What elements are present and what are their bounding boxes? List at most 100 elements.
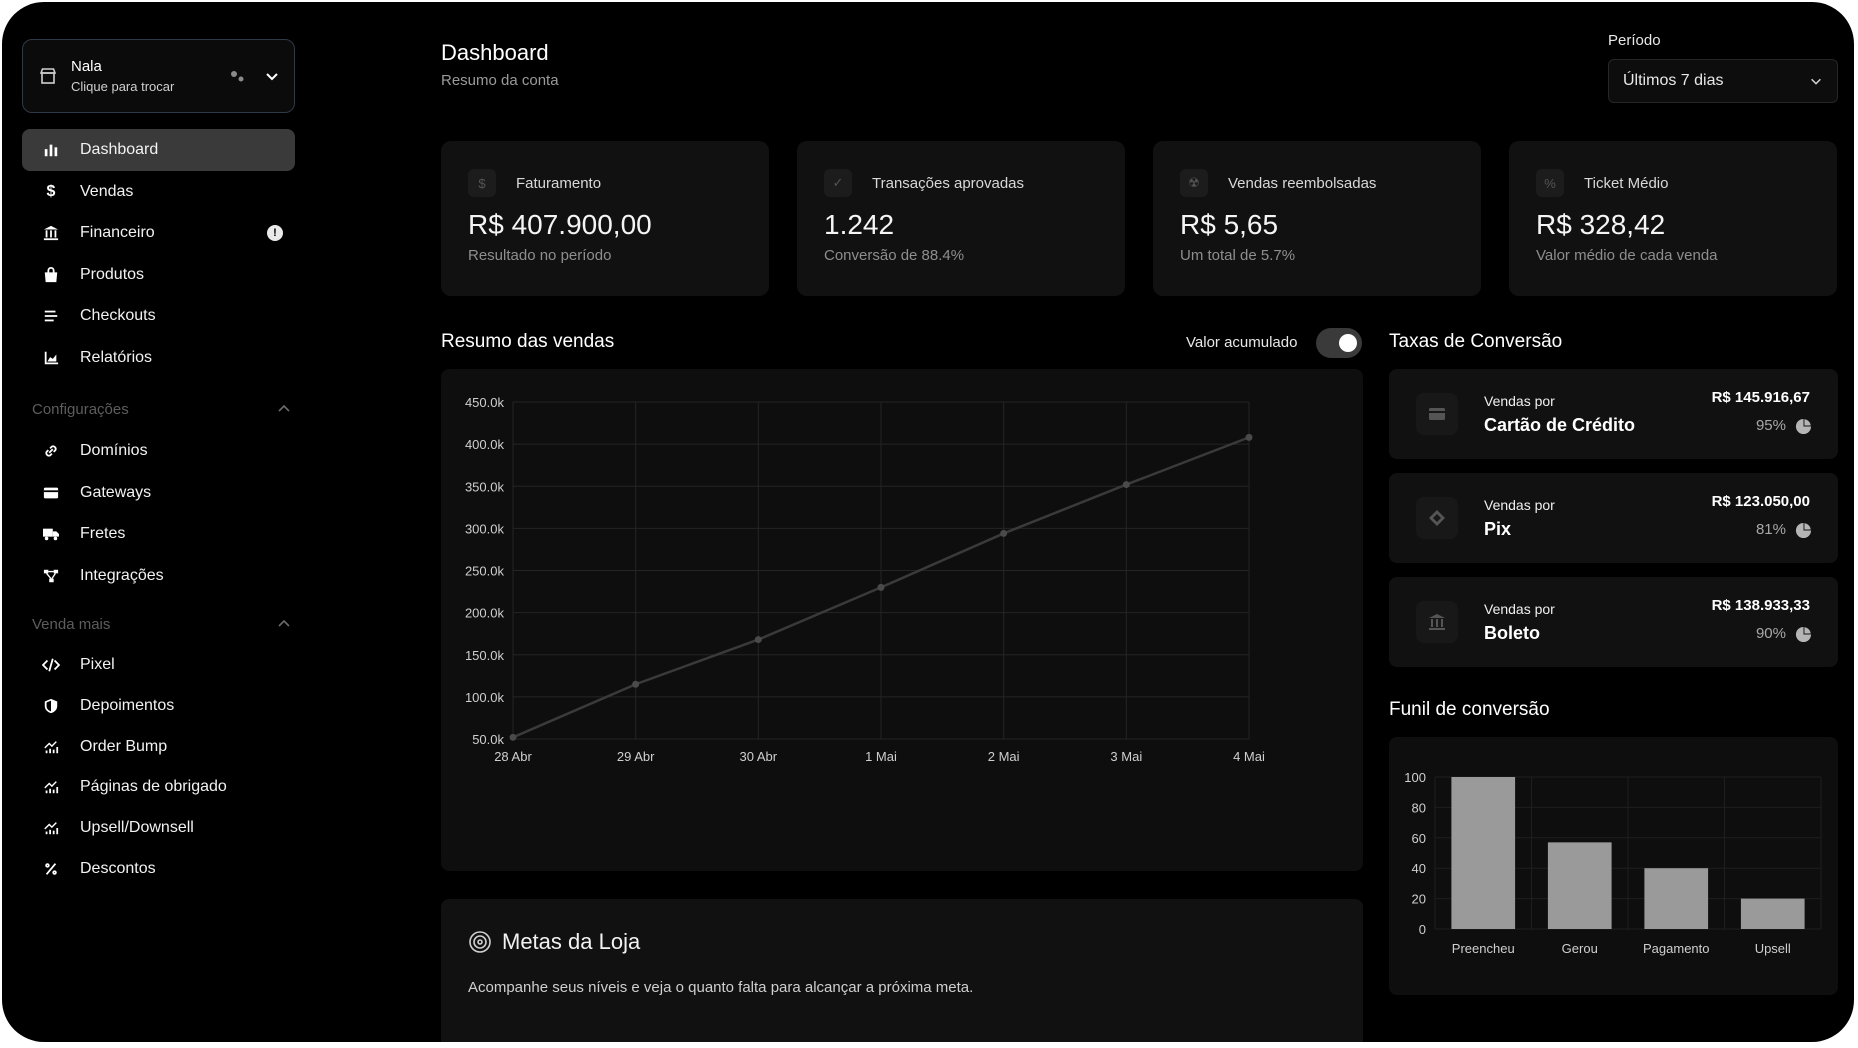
conversion-method: Boleto <box>1484 623 1540 643</box>
stat-value: R$ 407.900,00 <box>468 209 652 240</box>
y-tick-label: 20 <box>1412 892 1426 907</box>
y-tick-label: 150.0k <box>465 648 505 663</box>
y-tick-label: 350.0k <box>465 479 505 494</box>
sidebar-item-label: Pixel <box>80 656 115 673</box>
stat-head: $ Faturamento <box>468 169 769 197</box>
conversion-amount: R$ 138.933,33 <box>1711 597 1810 614</box>
sidebar-item-label: Depoimentos <box>80 696 175 714</box>
y-tick-label: 100.0k <box>465 690 505 705</box>
x-tick-label: 30 Abr <box>740 749 778 764</box>
shield-icon <box>42 697 60 715</box>
stat-card: ✓ Transações aprovadas 1.242 Conversão de 8… <box>797 141 1125 296</box>
percent-icon <box>42 860 60 878</box>
stat-head: ✓ Transações aprovadas <box>824 169 1125 197</box>
x-tick-label: 3 Mai <box>1110 749 1142 764</box>
period-select[interactable]: Últimos 7 dias <box>1608 59 1838 103</box>
funnel-bar[interactable] <box>1451 777 1516 929</box>
goals-title-row: Metas da Loja <box>468 929 640 955</box>
funnel-bar[interactable] <box>1740 898 1805 929</box>
y-tick-label: 60 <box>1412 831 1426 846</box>
sidebar-item-fretes[interactable]: Fretes <box>22 513 295 555</box>
sales-point[interactable] <box>877 583 885 591</box>
growth-icon <box>42 778 60 796</box>
nav-config: Domínios Gateways Fretes Integrações <box>22 430 295 596</box>
stat-label: Ticket Médio <box>1584 174 1669 192</box>
stat-value: R$ 5,65 <box>1180 209 1279 240</box>
stat-value: R$ 328,42 <box>1536 209 1666 240</box>
sidebar-item-label: Upsell/Downsell <box>80 819 194 837</box>
goals-description: Acompanhe seus níveis e veja o quanto fa… <box>468 979 974 996</box>
y-tick-label: 400.0k <box>465 437 505 452</box>
y-tick-label: 250.0k <box>465 564 505 579</box>
sidebar-item-produtos[interactable]: Produtos <box>22 254 295 296</box>
y-tick-label: 80 <box>1412 800 1426 815</box>
sidebar-item-dom-nios[interactable]: Domínios <box>22 430 295 472</box>
sales-point[interactable] <box>754 636 762 644</box>
conversion-label: Vendas por <box>1484 601 1555 617</box>
sidebar-item-upsell-downsell[interactable]: Upsell/Downsell <box>22 807 295 849</box>
period-value: Últimos 7 dias <box>1623 72 1724 89</box>
sidebar-item-dashboard[interactable]: Dashboard <box>22 129 295 171</box>
alert-badge: ! <box>267 225 283 241</box>
stat-value: 1.242 <box>824 209 895 240</box>
sidebar-item-vendas[interactable]: $ Vendas <box>22 171 295 213</box>
growth-icon <box>42 738 60 756</box>
nav-main: Dashboard $ Vendas Financeiro! Produtos Check… <box>22 129 295 378</box>
sidebar-item-gateways[interactable]: Gateways <box>22 472 295 514</box>
truck-icon <box>42 525 60 543</box>
stat-icon: % <box>1536 169 1564 197</box>
sidebar-item-label: Checkouts <box>80 307 156 324</box>
section-sell[interactable]: Venda mais <box>32 612 292 636</box>
funnel-title: Funil de conversão <box>1389 699 1550 720</box>
bank-icon <box>42 224 60 242</box>
sidebar-item-label: Produtos <box>80 265 145 283</box>
y-tick-label: 200.0k <box>465 606 505 621</box>
conversion-pct: 81% <box>1755 521 1786 538</box>
chevron-up-icon <box>278 404 290 412</box>
sidebar-item-label: Vendas <box>80 182 134 200</box>
conversion-pct: 95% <box>1755 417 1786 434</box>
pie-chart-icon <box>1795 522 1812 539</box>
stat-label: Faturamento <box>516 174 602 192</box>
accumulated-toggle[interactable] <box>1316 328 1362 358</box>
sidebar-item-descontos[interactable]: Descontos <box>22 848 295 890</box>
sidebar-item-pixel[interactable]: Pixel <box>22 644 295 686</box>
sales-point[interactable] <box>1000 529 1008 537</box>
funnel-panel: 0 20 40 60 80 100 Preencheu Gerou Pagamento Upsel… <box>1389 737 1838 995</box>
funnel-bar[interactable] <box>1547 842 1612 929</box>
sidebar-item-relat-rios[interactable]: Relatórios <box>22 337 295 379</box>
sales-point[interactable] <box>1245 433 1253 441</box>
store-switcher[interactable]: Nala Clique para trocar <box>22 39 295 113</box>
stat-icon: ☢ <box>1180 169 1208 197</box>
conversion-method: Cartão de Crédito <box>1484 415 1636 435</box>
sales-point[interactable] <box>632 680 640 688</box>
stat-card: ☢ Vendas reembolsadas R$ 5,65 Um total de 5… <box>1153 141 1481 296</box>
stat-label: Vendas reembolsadas <box>1228 174 1377 192</box>
conversion-card: Vendas por Boleto R$ 138.933,33 90% <box>1389 577 1838 667</box>
section-config[interactable]: Configurações <box>32 397 292 421</box>
x-tick-label: 2 Mai <box>988 749 1020 764</box>
y-tick-label: 100 <box>1404 770 1426 785</box>
stat-icon: ✓ <box>824 169 852 197</box>
sidebar-item-label: Dashboard <box>80 141 159 158</box>
sales-point[interactable] <box>509 733 517 741</box>
sidebar-item-order-bump[interactable]: Order Bump <box>22 726 295 768</box>
sidebar-item-financeiro[interactable]: Financeiro! <box>22 212 295 254</box>
funnel-bar[interactable] <box>1644 868 1709 929</box>
sidebar-item-depoimentos[interactable]: Depoimentos <box>22 685 295 727</box>
section-sell-title: Venda mais <box>32 615 111 633</box>
sidebar-item-checkouts[interactable]: Checkouts <box>22 295 295 337</box>
integration-icon <box>42 567 60 585</box>
sales-point[interactable] <box>1122 481 1130 489</box>
sidebar-item-p-ginas-de-obrigado[interactable]: Páginas de obrigado <box>22 766 295 808</box>
stat-sub: Conversão de 88.4% <box>824 247 965 264</box>
goals-panel: Metas da Loja Acompanhe seus níveis e ve… <box>441 899 1363 1042</box>
sidebar: Nala Clique para trocar Dashboard $ Vendas… <box>2 2 312 1042</box>
stat-icon: $ <box>468 169 496 197</box>
page-title: Dashboard <box>441 40 549 65</box>
sidebar-item-integra-es[interactable]: Integrações <box>22 555 295 597</box>
bank-icon <box>1416 601 1458 643</box>
sidebar-item-label: Páginas de obrigado <box>80 778 227 796</box>
y-tick-label: 300.0k <box>465 521 505 536</box>
x-tick-label: Upsell <box>1755 941 1791 956</box>
